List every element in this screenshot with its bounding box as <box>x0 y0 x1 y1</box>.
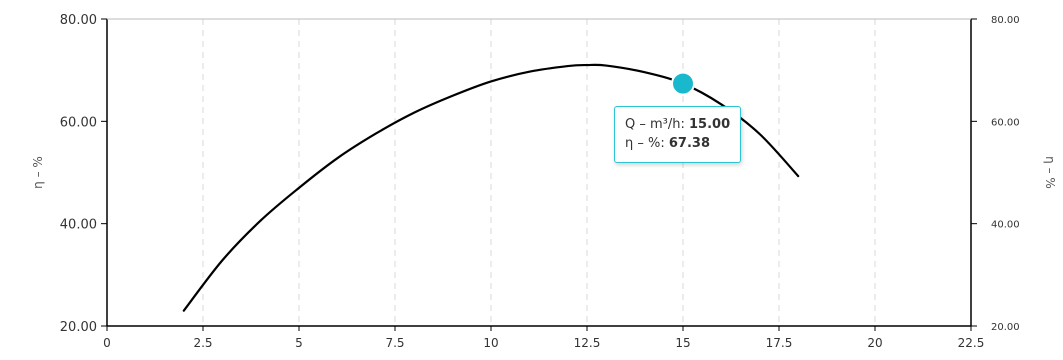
y-tick-label-right-2: 60.00 <box>991 117 1020 128</box>
y-tick-label-left-1: 40.00 <box>60 218 97 233</box>
x-tick-label-3: 7.5 <box>385 336 404 350</box>
tooltip-x-value: 15.00 <box>689 117 731 132</box>
y-tick-label-right-0: 20.00 <box>991 322 1020 333</box>
y-tick-label-left-0: 20.00 <box>60 320 97 335</box>
highlight-marker <box>671 71 695 96</box>
x-tick-label-9: 22.5 <box>958 336 985 350</box>
x-tick-label-5: 12.5 <box>574 336 601 350</box>
y-tick-label-right-1: 40.00 <box>991 220 1020 231</box>
x-tick-label-1: 2.5 <box>193 336 212 350</box>
y-axis-title-left: η – % <box>31 156 45 189</box>
y-tick-label-right-3: 80.00 <box>991 15 1020 26</box>
x-tick-label-0: 0 <box>103 336 111 350</box>
tooltip: Q – m³/h: 15.00 η – %: 67.38 <box>614 106 742 163</box>
tooltip-x-label: Q – m³/h: <box>625 117 690 132</box>
tooltip-y-value: 67.38 <box>668 136 710 151</box>
y-tick-label-left-2: 60.00 <box>60 115 97 130</box>
tooltip-y-row: η – %: 67.38 <box>625 134 730 153</box>
y-axis-title-right: η – % <box>1043 156 1057 189</box>
tooltip-y-label: η – %: <box>625 136 669 151</box>
x-tick-label-6: 15 <box>675 336 690 350</box>
y-tick-label-left-3: 80.00 <box>60 13 97 28</box>
x-tick-label-8: 20 <box>867 336 882 350</box>
tooltip-x-row: Q – m³/h: 15.00 <box>625 115 730 134</box>
x-tick-label-7: 17.5 <box>766 336 793 350</box>
x-tick-label-4: 10 <box>483 336 498 350</box>
x-tick-label-2: 5 <box>295 336 303 350</box>
